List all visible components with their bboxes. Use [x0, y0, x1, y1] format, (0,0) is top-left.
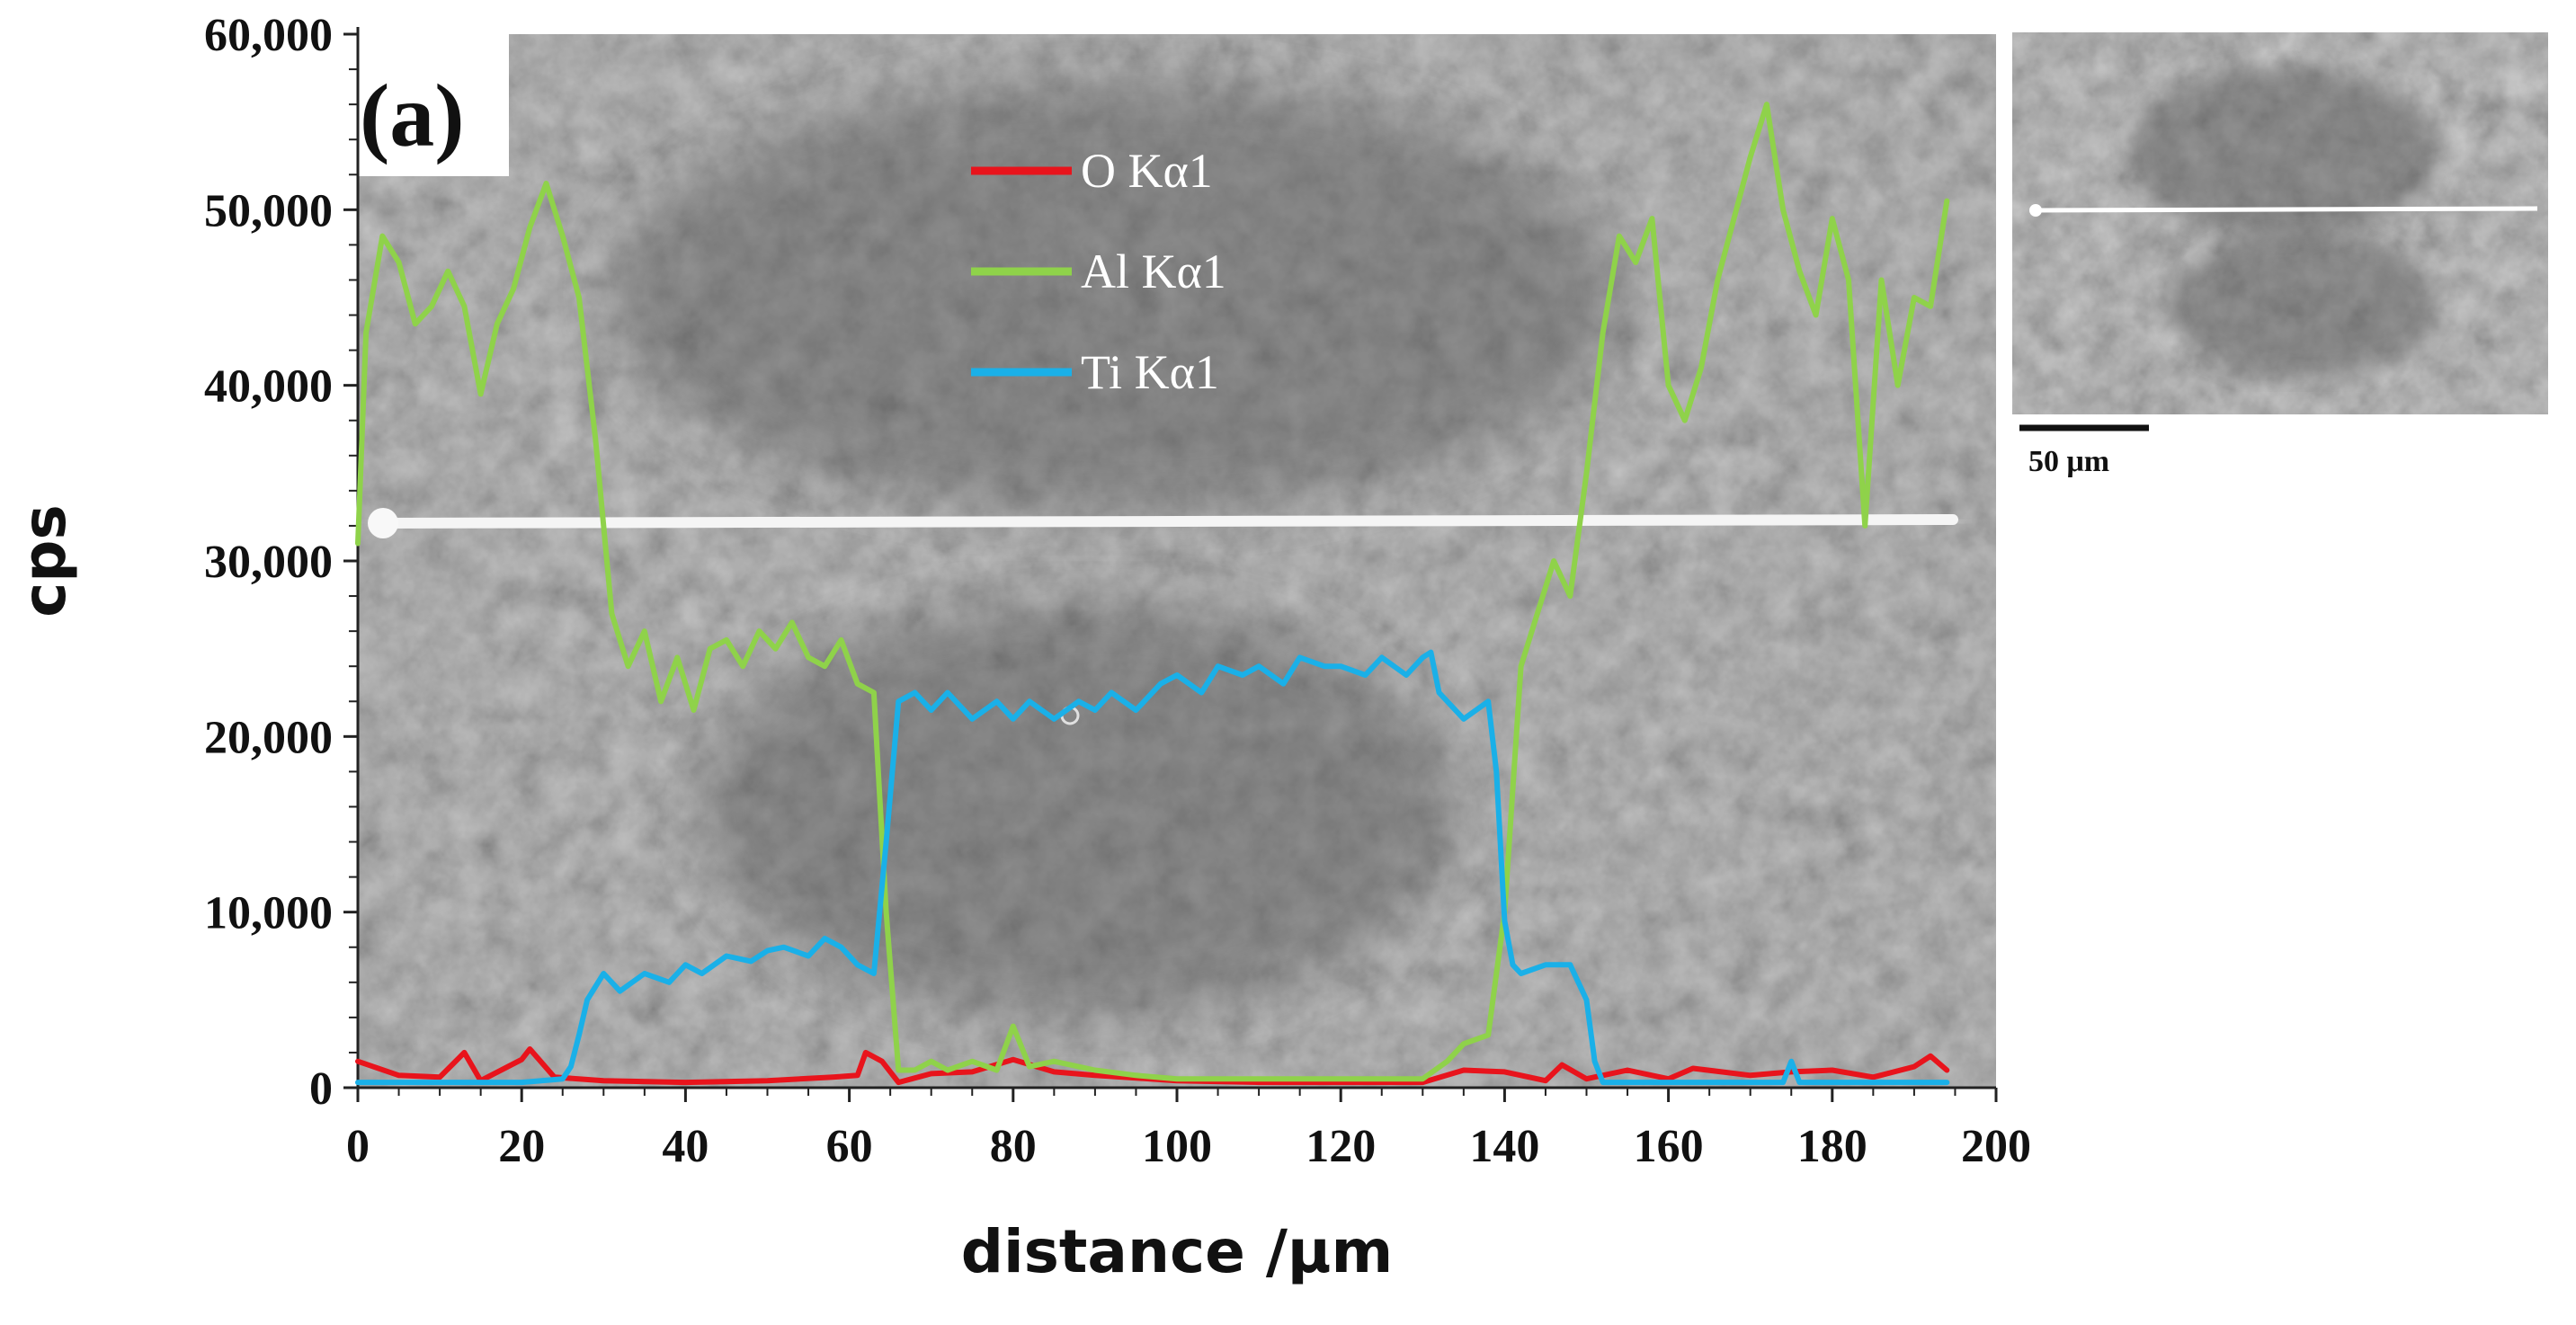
y-tick-label: 40,000 [204, 361, 333, 413]
series-line-1 [355, 102, 1950, 1082]
panel-label-box [358, 34, 509, 176]
x-tick-label: 200 [1961, 1121, 2031, 1172]
sem-scan-start-dot [368, 508, 398, 538]
series-line-2 [355, 649, 1950, 1086]
x-tick-label: 60 [826, 1121, 873, 1172]
x-tick-label: 40 [662, 1121, 709, 1172]
x-tick-label: 0 [346, 1121, 370, 1172]
y-axis-title: cps [10, 504, 79, 618]
x-tick-label: 80 [990, 1121, 1037, 1172]
x-tick-label: 120 [1306, 1121, 1376, 1172]
legend: O Kα1 Al Kα1 Ti Kα1 [971, 144, 1226, 399]
legend-label: Ti Kα1 [1081, 345, 1219, 399]
x-ticks: 0 20 40 60 80 100 120 140 160 180 200 [346, 1088, 2031, 1172]
y-tick-label: 60,000 [204, 10, 333, 61]
x-tick-label: 20 [498, 1121, 545, 1172]
x-tick-label: 180 [1797, 1121, 1867, 1172]
sem-scan-line-core [378, 514, 1958, 529]
y-tick-label: 30,000 [204, 537, 333, 588]
series-layer [355, 102, 1950, 1086]
x-tick-label: 160 [1634, 1121, 1704, 1172]
x-axis-title: distance /μm [961, 1217, 1394, 1286]
inset: 50 μm [2012, 32, 2548, 478]
inset-scan-start-dot [2029, 204, 2042, 217]
y-ticks: 0 10,000 20,000 30,000 40,000 50,000 60,000 [204, 10, 358, 1115]
inset-scan-line [2035, 206, 2538, 213]
axes: 0 10,000 20,000 30,000 40,000 50,000 60,000 0 2… [204, 10, 2031, 1172]
panel-label: (a) [360, 66, 465, 165]
sem-dark-region-lower [701, 602, 1457, 1016]
legend-label: Al Kα1 [1081, 245, 1226, 298]
y-tick-label: 0 [309, 1063, 333, 1115]
y-tick-label: 20,000 [204, 712, 333, 763]
inset-dark-region-upper [2131, 67, 2437, 238]
legend-label: O Kα1 [1081, 144, 1213, 198]
y-tick-label: 50,000 [204, 185, 333, 236]
sem-background [358, 34, 1996, 1088]
inset-dark-region-lower [2167, 234, 2437, 378]
x-tick-label: 140 [1469, 1121, 1539, 1172]
series-line-0 [355, 1046, 1950, 1086]
inset-scale-bar-label: 50 μm [2028, 445, 2109, 478]
sem-dark-region-upper [611, 81, 1618, 512]
x-tick-label: 100 [1142, 1121, 1212, 1172]
y-tick-label: 10,000 [204, 888, 333, 939]
